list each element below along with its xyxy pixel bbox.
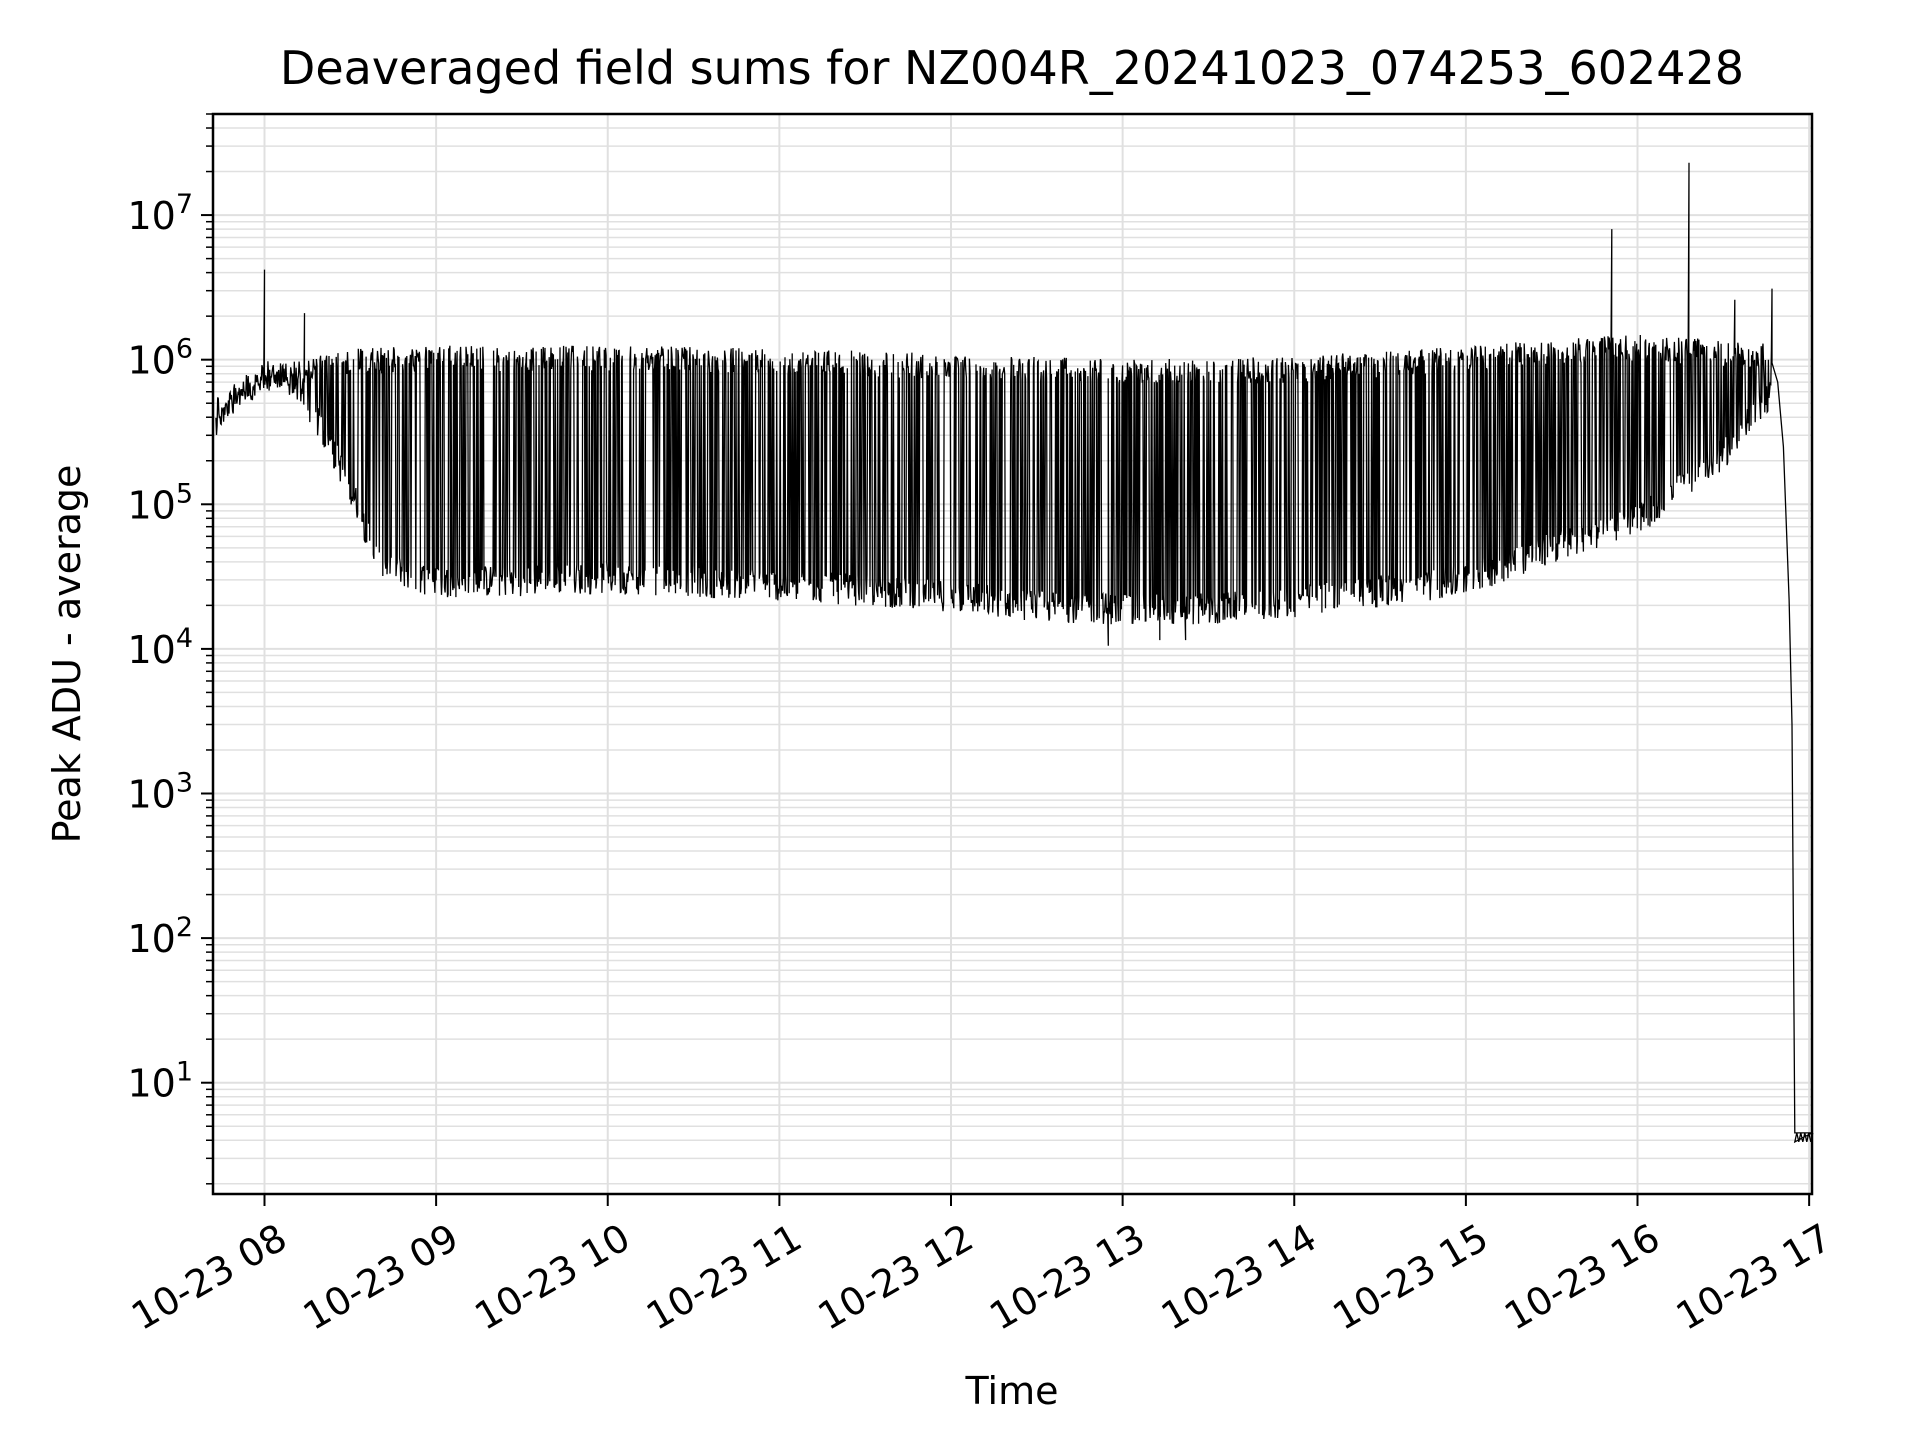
y-tick-label: 102 <box>127 912 193 961</box>
x-axis-label: Time <box>965 1369 1059 1413</box>
y-tick-exponent: 6 <box>176 334 193 365</box>
y-tick-exponent: 4 <box>176 623 193 654</box>
chart-title: Deaveraged field sums for NZ004R_2024102… <box>280 41 1744 95</box>
y-axis-label: Peak ADU - average <box>45 465 89 844</box>
series-layer <box>215 162 1814 1144</box>
y-tick-exponent: 3 <box>176 768 193 799</box>
y-tick-exponent: 7 <box>176 189 193 220</box>
y-tick-exponent: 5 <box>176 478 193 509</box>
plot-frame <box>211 112 1814 1196</box>
series-line <box>215 162 1814 1144</box>
y-tick-exponent: 2 <box>176 912 193 943</box>
y-tick-exponent: 1 <box>176 1057 193 1088</box>
